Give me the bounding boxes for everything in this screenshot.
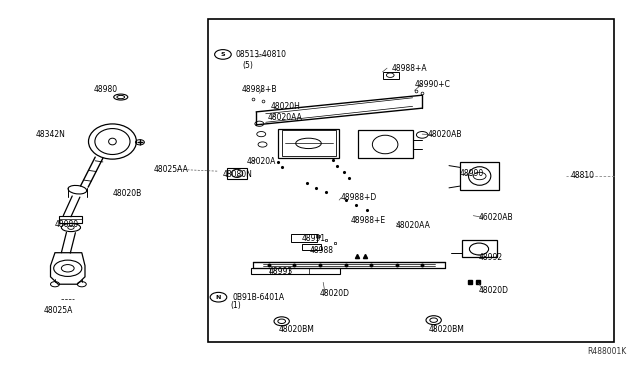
Text: 48020BM: 48020BM (278, 325, 314, 334)
Text: 48020AB: 48020AB (428, 130, 462, 140)
Text: 48020A: 48020A (246, 157, 276, 166)
Text: 48020H: 48020H (270, 102, 300, 111)
Text: 48020AA: 48020AA (396, 221, 430, 230)
Text: 48342N: 48342N (36, 129, 66, 139)
Bar (383, 72, 399, 78)
Text: 48980: 48980 (93, 85, 117, 94)
Text: 48988+B: 48988+B (242, 85, 278, 94)
Text: R488001K: R488001K (588, 347, 627, 356)
Text: 0B91B-6401A: 0B91B-6401A (232, 293, 285, 302)
Text: 08513-40810: 08513-40810 (236, 50, 287, 59)
Bar (227, 168, 246, 179)
Text: S: S (221, 52, 225, 57)
Text: 48020D: 48020D (320, 289, 350, 298)
Bar (291, 234, 317, 242)
Bar (461, 162, 499, 190)
Text: 48988+E: 48988+E (351, 216, 386, 225)
Circle shape (214, 49, 231, 59)
Text: 48988+D: 48988+D (341, 193, 378, 202)
Text: 48020BM: 48020BM (429, 325, 465, 334)
Text: 48080: 48080 (55, 221, 79, 230)
Text: 48993: 48993 (269, 267, 293, 276)
Text: 48025A: 48025A (44, 306, 74, 315)
Bar (251, 267, 340, 274)
Text: 48020B: 48020B (113, 189, 141, 198)
Bar (302, 244, 321, 250)
Text: 48020AA: 48020AA (268, 113, 303, 122)
Text: 46020AB: 46020AB (478, 213, 513, 222)
Bar (282, 131, 336, 156)
Text: (5): (5) (242, 61, 253, 70)
Text: 48991: 48991 (302, 234, 326, 244)
Text: 48990: 48990 (460, 169, 483, 178)
Circle shape (210, 292, 227, 302)
Text: (1): (1) (230, 301, 241, 310)
Text: 48810: 48810 (571, 171, 595, 180)
Bar (208, 19, 614, 341)
Text: 48020D: 48020D (478, 286, 508, 295)
Text: 48992: 48992 (478, 253, 502, 262)
Text: N: N (216, 295, 221, 300)
Bar (358, 131, 413, 158)
Text: 48988+A: 48988+A (392, 64, 427, 73)
Text: 48990+C: 48990+C (415, 80, 451, 89)
Text: 48025AA: 48025AA (154, 165, 189, 174)
Bar (278, 129, 339, 158)
Text: 48080N: 48080N (222, 170, 252, 179)
Bar (462, 240, 497, 257)
Text: 48988: 48988 (310, 246, 334, 254)
